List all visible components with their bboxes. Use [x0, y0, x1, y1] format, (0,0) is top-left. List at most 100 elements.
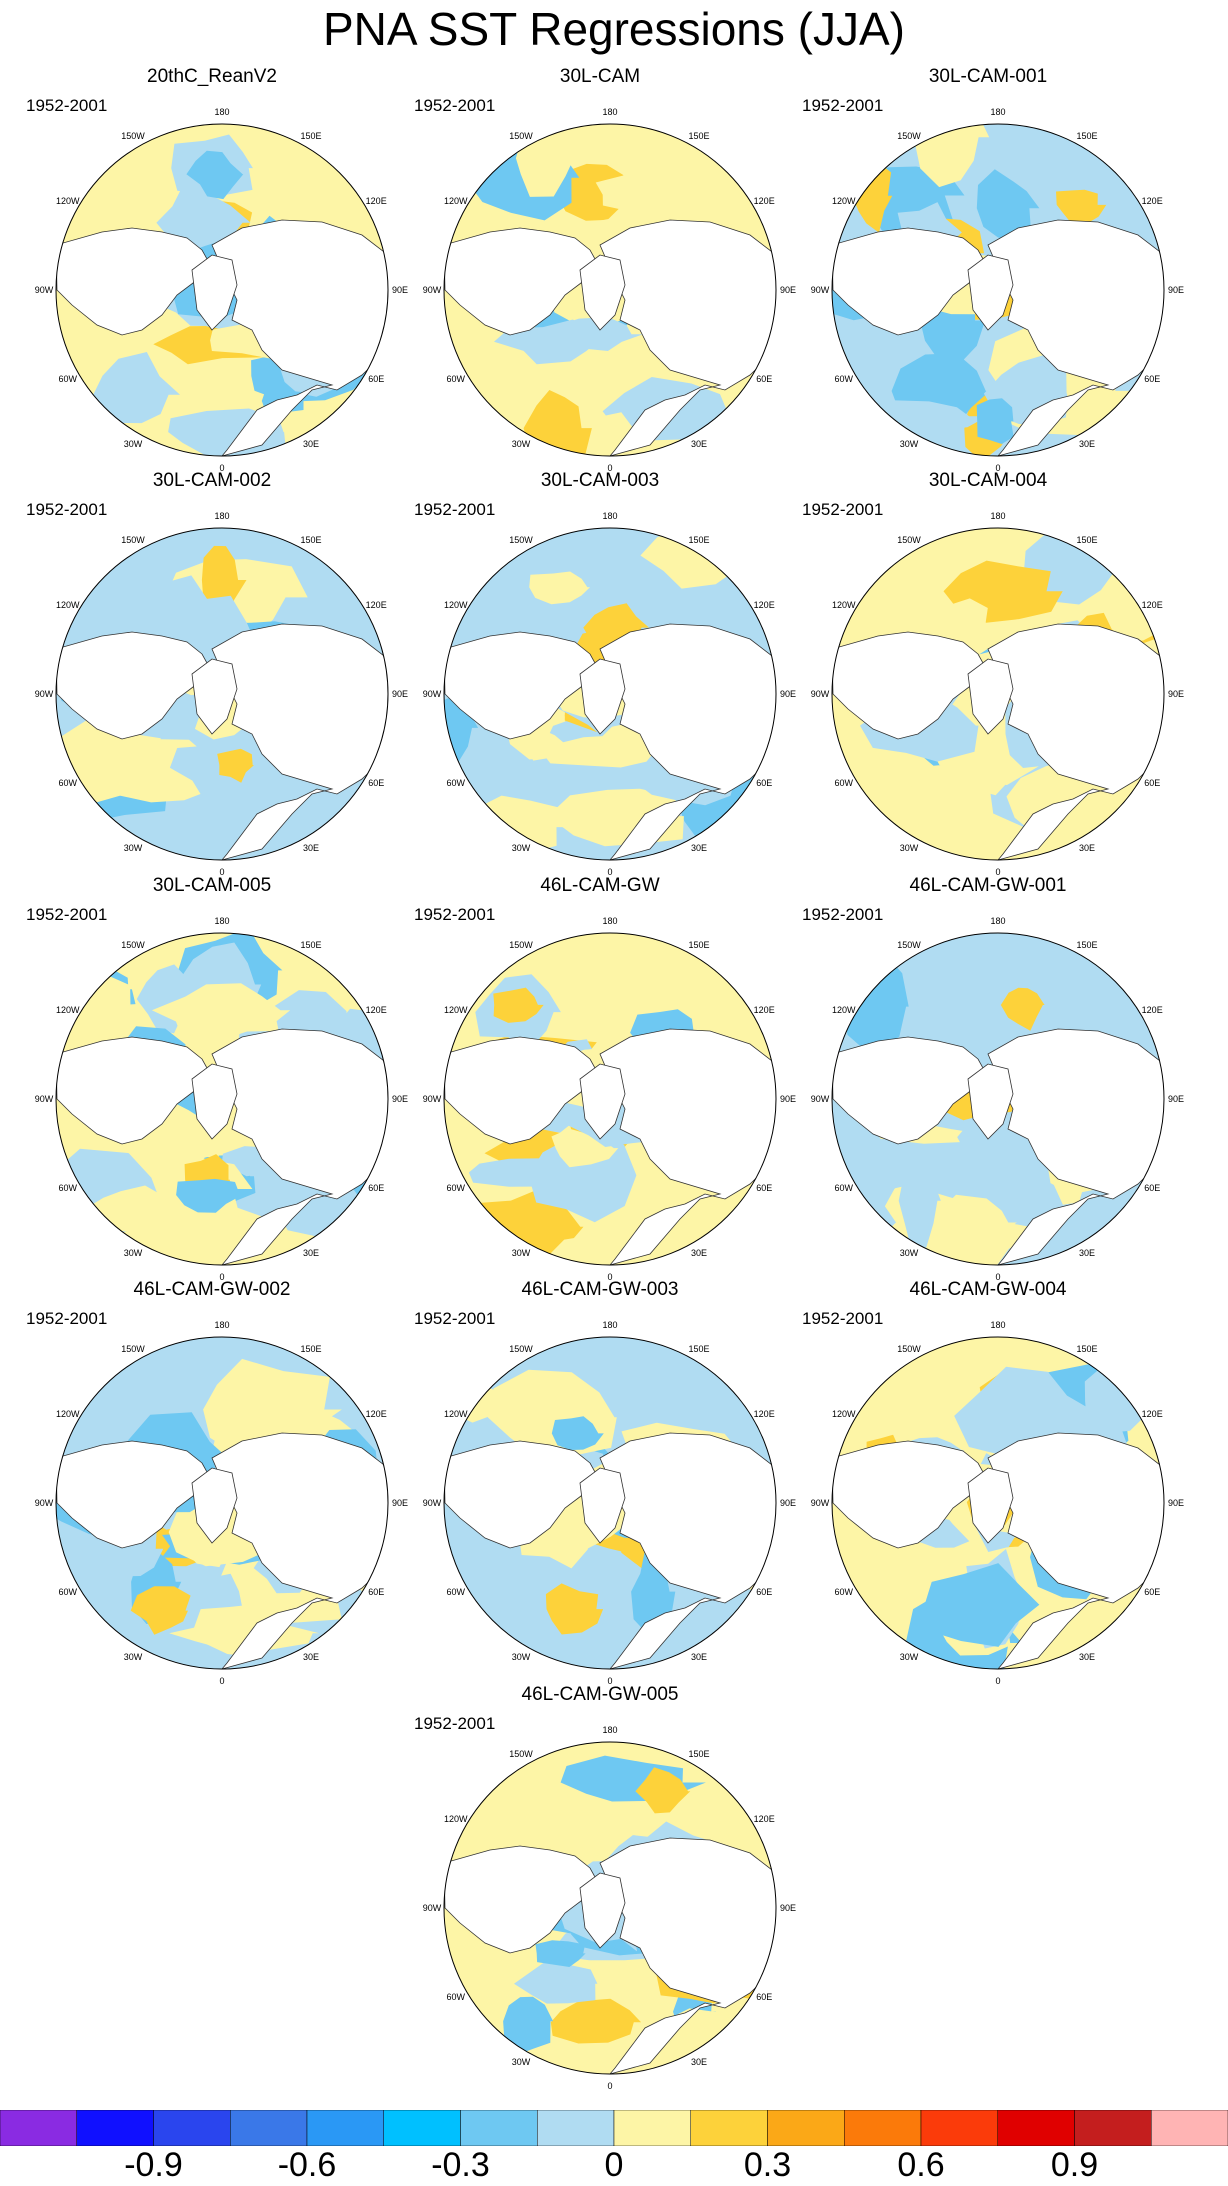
sst-anomaly-contour [514, 1961, 598, 2004]
longitude-label: 120E [366, 1005, 387, 1015]
longitude-label: 120E [366, 196, 387, 206]
land-mask [599, 1028, 776, 1265]
longitude-label: 90E [392, 1094, 408, 1104]
sst-anomaly-core [551, 1416, 604, 1450]
panel-title: 46L-CAM-GW-003 [521, 1279, 679, 1300]
land-mask [56, 227, 213, 336]
longitude-label: 180 [990, 1320, 1005, 1330]
longitude-label: 120E [754, 600, 775, 610]
longitude-label: 60E [1144, 374, 1160, 384]
longitude-label: 120E [1142, 1409, 1163, 1419]
longitude-label: 120W [832, 1409, 856, 1419]
longitude-label: 120W [444, 1814, 468, 1824]
map-boundary [443, 527, 777, 861]
longitude-label: 90E [1168, 1498, 1184, 1508]
longitude-label: 30E [691, 2057, 707, 2067]
longitude-label: 150W [509, 1749, 533, 1759]
longitude-label: 90E [780, 689, 796, 699]
sst-anomaly-contour [918, 598, 988, 646]
land-mask [191, 254, 238, 331]
longitude-label: 120W [444, 1409, 468, 1419]
longitude-label: 30W [124, 1248, 143, 1258]
land-mask [599, 623, 776, 860]
land-mask [599, 1432, 776, 1669]
longitude-label: 30W [900, 1248, 919, 1258]
land-mask [579, 254, 626, 331]
map-panel: 30L-CAM-002 1952-2001 180 150E 120E 90E 60E 30E… [22, 470, 408, 882]
longitude-label: 30W [512, 1248, 531, 1258]
map-boundary [443, 1741, 777, 2075]
land-mask [987, 219, 1164, 456]
longitude-label: 150E [1076, 131, 1097, 141]
longitude-label: 30E [691, 439, 707, 449]
panel-title: 30L-CAM-004 [928, 470, 1048, 491]
longitude-label: 60W [835, 1183, 854, 1193]
longitude-label: 30W [900, 843, 919, 853]
colorbar-swatch [537, 2110, 615, 2146]
map-panel: 46L-CAM-GW-002 1952-2001 180 150E 120E 90E 60E… [22, 1279, 408, 1691]
panel-period: 1952-2001 [802, 905, 884, 924]
longitude-label: 90W [423, 689, 442, 699]
panel-period: 1952-2001 [414, 96, 496, 115]
panel-period: 1952-2001 [26, 500, 108, 519]
panel-period: 1952-2001 [802, 1309, 884, 1328]
sst-anomaly-core [1000, 987, 1045, 1031]
map-panel: 46L-CAM-GW-003 1952-2001 180 150E 120E 90E 60E… [410, 1279, 796, 1691]
longitude-label: 150W [121, 1344, 145, 1354]
longitude-label: 90W [811, 285, 830, 295]
longitude-label: 180 [214, 511, 229, 521]
polar-map: 180 150E 120E 90E 60E 30E 0 30W 60W 90W 120W 150W [35, 1320, 408, 1686]
sst-anomaly-contour [913, 124, 990, 188]
longitude-label: 90E [780, 285, 796, 295]
longitude-label: 90W [423, 1498, 442, 1508]
longitude-label: 30W [900, 1652, 919, 1662]
longitude-label: 90E [1168, 689, 1184, 699]
colorbar-swatch [230, 2110, 308, 2146]
longitude-label: 30E [691, 1652, 707, 1662]
longitude-label: 90W [423, 285, 442, 295]
colorbar-swatch [153, 2110, 231, 2146]
sst-anomaly-core [186, 150, 244, 200]
polar-map: 180 150E 120E 90E 60E 30E 0 30W 60W 90W 120W 150W [35, 107, 408, 473]
longitude-label: 60W [447, 1992, 466, 2002]
longitude-label: 60W [59, 778, 78, 788]
panel-period: 1952-2001 [802, 500, 884, 519]
land-mask [967, 1467, 1014, 1544]
land-mask [211, 219, 388, 456]
panel-title: 46L-CAM-GW-002 [133, 1279, 291, 1300]
longitude-label: 60E [756, 374, 772, 384]
longitude-label: 30E [303, 1248, 319, 1258]
sst-anomaly-core [217, 748, 254, 783]
land-mask [444, 631, 601, 740]
longitude-label: 30W [512, 843, 531, 853]
longitude-label: 150W [897, 131, 921, 141]
longitude-label: 120W [444, 196, 468, 206]
land-mask [444, 1440, 601, 1549]
longitude-label: 60W [835, 778, 854, 788]
polar-map: 180 150E 120E 90E 60E 30E 0 30W 60W 90W 120W 150W [423, 1320, 796, 1686]
longitude-label: 120W [56, 1005, 80, 1015]
longitude-label: 120E [754, 1409, 775, 1419]
colorbar-swatch [1074, 2110, 1152, 2146]
colorbar-swatch [767, 2110, 845, 2146]
longitude-label: 60W [835, 374, 854, 384]
longitude-label: 30W [900, 439, 919, 449]
colorbar-swatch [1151, 2110, 1228, 2146]
land-mask [444, 1845, 601, 1954]
longitude-label: 60E [1144, 778, 1160, 788]
longitude-label: 120E [1142, 600, 1163, 610]
map-panel: 20thC_ReanV2 1952-2001 180 150E 120E 90E 60E 30… [22, 66, 408, 478]
longitude-label: 30E [303, 439, 319, 449]
colorbar [0, 2110, 1228, 2146]
longitude-label: 120W [56, 196, 80, 206]
longitude-label: 30E [1079, 1652, 1095, 1662]
sst-anomaly-core [545, 1583, 604, 1635]
map-boundary [55, 527, 389, 861]
panel-title: 46L-CAM-GW-001 [909, 875, 1067, 896]
longitude-label: 30E [303, 843, 319, 853]
longitude-label: 120W [444, 1005, 468, 1015]
sst-anomaly-contour [550, 1998, 642, 2044]
colorbar-tick-label: 0 [604, 2146, 624, 2184]
land-mask [56, 631, 213, 740]
longitude-label: 60E [1144, 1183, 1160, 1193]
